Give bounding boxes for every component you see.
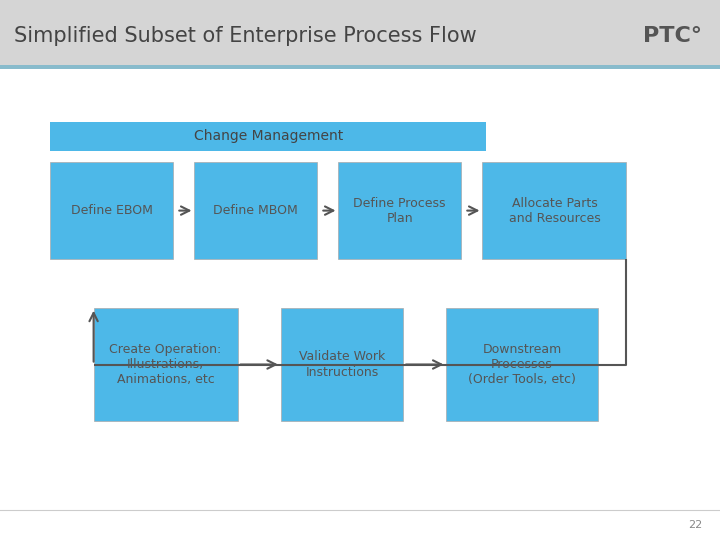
FancyBboxPatch shape — [338, 162, 461, 259]
FancyBboxPatch shape — [50, 162, 173, 259]
Text: Validate Work
Instructions: Validate Work Instructions — [299, 350, 385, 379]
FancyBboxPatch shape — [281, 308, 403, 421]
Text: Change Management: Change Management — [194, 130, 343, 143]
Text: Define MBOM: Define MBOM — [213, 204, 298, 217]
Text: Allocate Parts
and Resources: Allocate Parts and Resources — [508, 197, 600, 225]
FancyBboxPatch shape — [482, 162, 626, 259]
Text: Simplified Subset of Enterprise Process Flow: Simplified Subset of Enterprise Process … — [14, 26, 477, 46]
FancyBboxPatch shape — [194, 162, 317, 259]
Text: 22: 22 — [688, 520, 702, 530]
Text: Downstream
Processes
(Order Tools, etc): Downstream Processes (Order Tools, etc) — [468, 343, 576, 386]
Text: Define Process
Plan: Define Process Plan — [354, 197, 446, 225]
FancyBboxPatch shape — [50, 122, 486, 151]
FancyBboxPatch shape — [0, 65, 720, 69]
Text: PTC°: PTC° — [643, 26, 702, 46]
Text: Create Operation:
Illustrations,
Animations, etc: Create Operation: Illustrations, Animati… — [109, 343, 222, 386]
FancyBboxPatch shape — [94, 308, 238, 421]
Text: Define EBOM: Define EBOM — [71, 204, 153, 217]
FancyBboxPatch shape — [0, 0, 720, 66]
FancyBboxPatch shape — [446, 308, 598, 421]
